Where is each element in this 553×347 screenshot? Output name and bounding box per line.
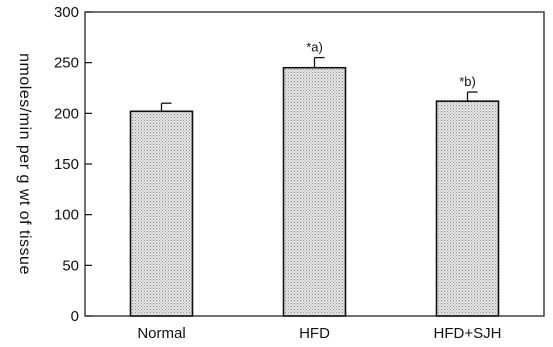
x-category-label: HFD bbox=[299, 325, 330, 342]
bar-annotations: *a) *b) bbox=[306, 40, 476, 89]
y-tick-label: 50 bbox=[62, 257, 79, 274]
y-tick-label: 150 bbox=[54, 156, 79, 173]
x-category-label: Normal bbox=[137, 325, 185, 342]
y-tick-label: 250 bbox=[54, 55, 79, 72]
bar-annotation: *b) bbox=[459, 74, 476, 89]
y-axis-ticks: 0 50 100 150 200 250 300 bbox=[54, 4, 92, 325]
error-bars bbox=[160, 56, 478, 112]
x-category-label: HFD+SJH bbox=[434, 325, 502, 342]
y-axis-label: nmoles/min per g wt of tissue bbox=[16, 53, 33, 275]
bar-normal bbox=[129, 110, 194, 317]
bars bbox=[129, 66, 500, 317]
y-tick-label: 200 bbox=[54, 105, 79, 122]
y-tick-label: 100 bbox=[54, 207, 79, 224]
bar-annotation: *a) bbox=[306, 40, 323, 55]
bar-hfd bbox=[282, 66, 347, 317]
bar-hfd-sjh bbox=[435, 100, 500, 317]
y-tick-label: 300 bbox=[54, 4, 79, 21]
x-axis-category-labels: Normal HFD HFD+SJH bbox=[137, 325, 501, 342]
y-tick-label: 0 bbox=[71, 308, 79, 325]
